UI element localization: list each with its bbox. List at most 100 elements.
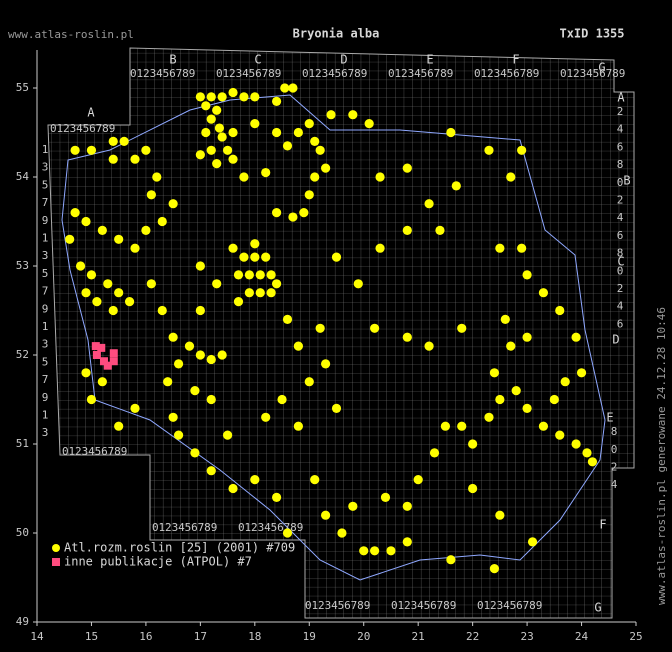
record-dot — [81, 216, 91, 227]
record-dot — [239, 172, 249, 182]
grid-row-digit: 2 — [611, 461, 618, 474]
record-dot — [141, 225, 151, 235]
record-dot — [511, 386, 521, 396]
record-dot — [70, 208, 80, 218]
record-dot — [424, 199, 434, 209]
record-square — [109, 349, 118, 358]
record-dot — [321, 359, 331, 369]
grid-row-digit: 1 — [42, 409, 49, 422]
grid-row-digit: 3 — [42, 426, 49, 439]
record-dot — [304, 119, 314, 129]
record-dot — [495, 243, 505, 253]
record-dot — [560, 377, 570, 387]
record-dot — [293, 421, 303, 431]
record-dot — [424, 341, 434, 351]
record-dot — [157, 216, 167, 227]
record-dot — [331, 252, 342, 262]
record-dot — [304, 190, 314, 200]
x-tick-label: 14 — [30, 630, 44, 643]
grid-column-letter: C — [254, 53, 261, 67]
record-dot — [114, 421, 124, 431]
record-dot — [141, 145, 151, 155]
x-tick-label: 16 — [139, 630, 152, 643]
record-dot — [489, 564, 500, 574]
record-dot — [86, 394, 97, 405]
record-square — [92, 351, 101, 359]
record-dot — [103, 279, 113, 289]
record-dot — [81, 368, 91, 378]
record-dot — [250, 92, 260, 102]
record-dot — [190, 448, 200, 458]
record-dot — [375, 243, 385, 253]
record-dot — [228, 483, 238, 494]
record-dot — [75, 261, 86, 271]
record-dot — [402, 163, 412, 173]
y-tick-label: 52 — [16, 348, 29, 361]
x-tick-label: 21 — [412, 630, 425, 643]
y-tick-label: 51 — [16, 437, 29, 450]
record-dot — [446, 555, 456, 565]
record-square — [91, 342, 100, 351]
record-dot — [266, 270, 276, 280]
record-dot — [130, 154, 140, 164]
record-dot — [288, 83, 298, 93]
taxon-id: TxID 1355 — [559, 27, 624, 41]
record-dot — [402, 501, 412, 511]
grid-row-digit: 7 — [42, 285, 49, 298]
record-dot — [239, 92, 249, 102]
grid-column-letter: G — [598, 61, 605, 75]
y-tick-label: 53 — [16, 259, 29, 272]
record-dot — [114, 234, 124, 244]
record-dot — [244, 270, 254, 280]
record-dot — [495, 394, 505, 405]
grid-row-digit: 6 — [617, 140, 624, 153]
x-tick-label: 18 — [248, 630, 261, 643]
record-dot — [555, 430, 565, 440]
record-dot — [97, 225, 107, 235]
grid-row-digit: 1 — [42, 232, 49, 245]
y-tick-label: 54 — [16, 170, 30, 183]
record-dot — [457, 323, 467, 333]
grid-row-digit: 5 — [42, 178, 49, 191]
record-dot — [195, 350, 205, 360]
grid-row-digit: 2 — [617, 194, 624, 207]
record-dot — [228, 154, 238, 164]
record-dot — [228, 243, 238, 253]
record-dot — [282, 141, 293, 151]
grid-digits: 0123456789 — [50, 122, 115, 135]
footer-note: www.atlas-roslin.pl generowane 24.12.28 … — [655, 307, 668, 605]
grid-row-digit: 3 — [42, 338, 49, 351]
record-dot — [272, 279, 282, 289]
record-dot — [201, 101, 211, 111]
grid-row-digit: 1 — [42, 320, 49, 333]
record-dot — [527, 537, 538, 547]
record-dot — [206, 354, 216, 365]
legend-label: inne publikacje (ATPOL) #7 — [64, 555, 252, 569]
record-dot — [228, 127, 238, 138]
record-dot — [495, 510, 505, 520]
record-dot — [331, 403, 342, 413]
record-dot — [321, 510, 331, 520]
record-dot — [86, 145, 97, 155]
record-dot — [299, 208, 309, 218]
record-dot — [359, 546, 369, 556]
record-dot — [214, 123, 225, 133]
record-dot — [250, 252, 260, 262]
grid-row-digit: 1 — [42, 143, 49, 156]
record-dot — [280, 83, 290, 93]
grid-digits: 0123456789 — [62, 445, 127, 458]
x-tick-label: 17 — [194, 630, 207, 643]
grid-row-digit: 3 — [42, 249, 49, 262]
record-dot — [489, 368, 500, 378]
grid-digits: 0123456789 — [477, 599, 542, 612]
grid-digits: 0123456789 — [474, 67, 539, 80]
record-dot — [582, 448, 592, 458]
record-dot — [571, 439, 581, 449]
record-dot — [370, 323, 380, 333]
grid-row-digit: 4 — [617, 211, 624, 224]
record-dot — [157, 305, 167, 316]
record-dot — [250, 239, 260, 249]
record-dot — [250, 475, 260, 485]
record-dot — [353, 279, 363, 289]
